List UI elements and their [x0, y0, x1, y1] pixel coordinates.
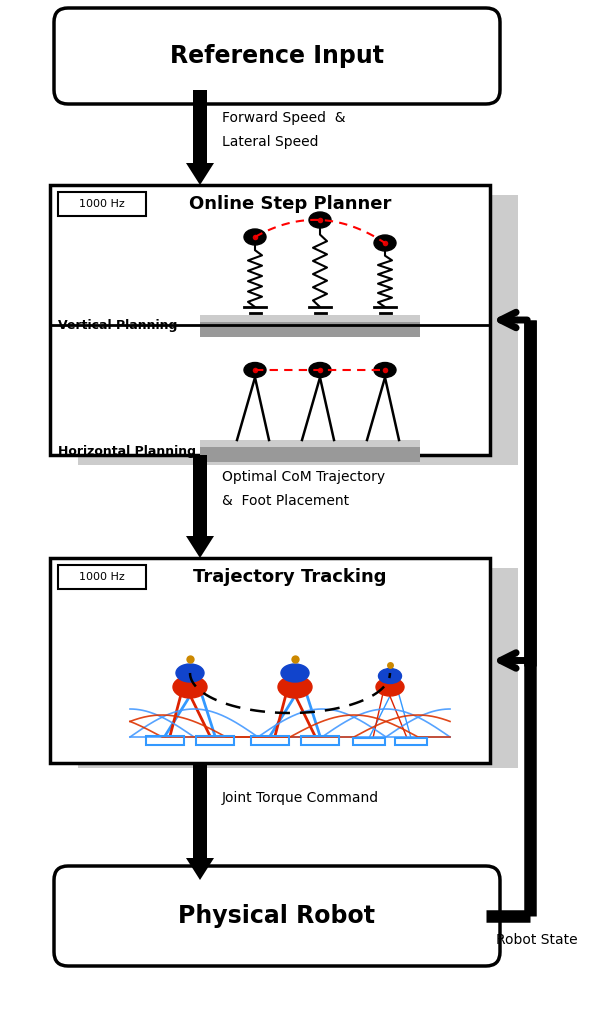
Bar — [146, 736, 184, 745]
Text: Lateral Speed: Lateral Speed — [222, 135, 319, 149]
Ellipse shape — [281, 664, 309, 682]
Ellipse shape — [376, 678, 404, 696]
Ellipse shape — [378, 669, 402, 683]
Ellipse shape — [176, 664, 204, 682]
Polygon shape — [186, 858, 214, 880]
Bar — [200, 440, 420, 446]
Text: Trajectory Tracking: Trajectory Tracking — [193, 568, 387, 586]
Polygon shape — [186, 536, 214, 558]
Bar — [58, 192, 146, 216]
Text: Horizontal Planning: Horizontal Planning — [58, 444, 196, 458]
Ellipse shape — [173, 676, 207, 698]
Bar — [78, 195, 518, 465]
FancyBboxPatch shape — [54, 866, 500, 966]
Bar — [200, 446, 420, 462]
Polygon shape — [186, 163, 214, 185]
FancyBboxPatch shape — [54, 8, 500, 104]
Bar — [50, 558, 490, 763]
Text: Reference Input: Reference Input — [170, 44, 384, 68]
Bar — [193, 455, 207, 536]
Bar — [251, 736, 289, 745]
Text: Online Step Planner: Online Step Planner — [189, 195, 391, 213]
Bar — [193, 90, 207, 163]
Text: &  Foot Placement: & Foot Placement — [222, 494, 349, 508]
Ellipse shape — [278, 676, 312, 698]
Bar — [196, 736, 234, 745]
Bar — [353, 738, 385, 745]
Ellipse shape — [374, 235, 396, 251]
Bar — [200, 315, 420, 321]
Ellipse shape — [244, 229, 266, 245]
Bar — [58, 565, 146, 589]
Ellipse shape — [309, 212, 331, 228]
Bar — [301, 736, 339, 745]
Bar — [200, 321, 420, 337]
Text: Robot State: Robot State — [496, 933, 578, 947]
Ellipse shape — [244, 362, 266, 378]
Bar — [395, 738, 427, 745]
Text: 1000 Hz: 1000 Hz — [79, 573, 125, 582]
Bar — [78, 568, 518, 768]
Bar — [50, 185, 490, 455]
Text: Optimal CoM Trajectory: Optimal CoM Trajectory — [222, 470, 385, 484]
Ellipse shape — [309, 362, 331, 378]
Text: Forward Speed  &: Forward Speed & — [222, 111, 346, 125]
Bar — [193, 763, 207, 858]
Text: 1000 Hz: 1000 Hz — [79, 199, 125, 209]
Ellipse shape — [374, 362, 396, 378]
Text: Physical Robot: Physical Robot — [179, 904, 376, 928]
Text: Vertical Planning: Vertical Planning — [58, 319, 177, 332]
Text: Joint Torque Command: Joint Torque Command — [222, 791, 379, 805]
